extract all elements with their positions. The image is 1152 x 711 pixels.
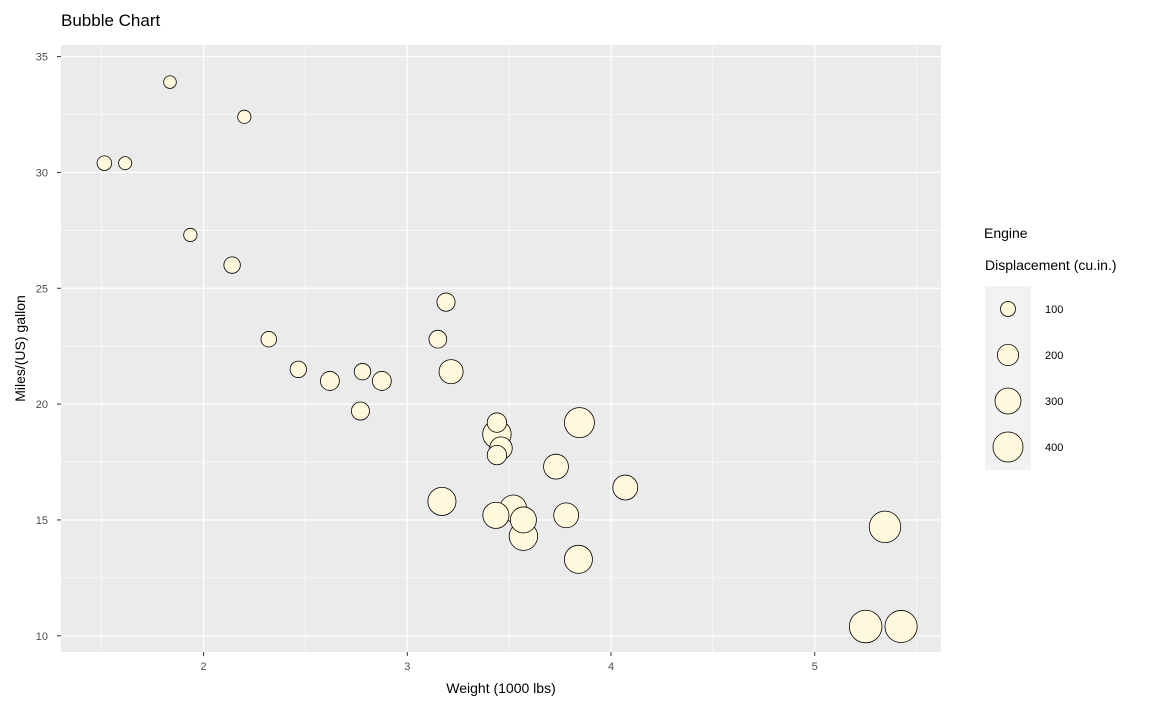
x-tick-label: 2 bbox=[201, 661, 207, 673]
bubble-point bbox=[351, 401, 370, 421]
chart-title: Bubble Chart bbox=[61, 11, 161, 30]
legend-key-label: 200 bbox=[1045, 350, 1063, 362]
x-tick-label: 5 bbox=[812, 661, 818, 673]
x-tick-label: 3 bbox=[404, 661, 410, 673]
bubble-point bbox=[237, 109, 252, 124]
size-legend: Engine Displacement (cu.in.) 100 200 300 40… bbox=[984, 225, 1117, 470]
bubble-point bbox=[320, 371, 340, 391]
bubble-point bbox=[427, 486, 457, 516]
bubble-point bbox=[848, 609, 883, 644]
y-axis: 10 15 20 25 30 35 bbox=[36, 52, 61, 643]
x-tick-label: 4 bbox=[608, 661, 614, 673]
bubble-point bbox=[482, 501, 510, 529]
bubble-point bbox=[543, 453, 569, 480]
y-tick-label: 20 bbox=[36, 399, 48, 411]
bubble-point bbox=[428, 329, 448, 349]
bubble-point bbox=[223, 256, 241, 274]
plot-panel bbox=[61, 45, 941, 652]
bubble-point bbox=[563, 544, 593, 574]
bubble-point bbox=[486, 412, 508, 433]
legend-key-bubble bbox=[996, 343, 1020, 367]
y-axis-title: Miles/(US) gallon bbox=[12, 295, 28, 402]
legend-title-line1: Engine bbox=[984, 225, 1028, 241]
minor-gridlines bbox=[61, 45, 941, 652]
x-axis-title: Weight (1000 lbs) bbox=[446, 680, 555, 696]
legend-key-bubble bbox=[994, 387, 1022, 415]
y-tick-label: 35 bbox=[36, 52, 48, 64]
bubble-point bbox=[371, 371, 392, 391]
bubble-point bbox=[509, 506, 537, 534]
legend-key-label: 400 bbox=[1045, 442, 1063, 454]
bubble-point bbox=[96, 155, 113, 171]
x-axis: 2 3 4 5 bbox=[201, 652, 818, 673]
bubble-point bbox=[353, 363, 372, 381]
y-tick-label: 30 bbox=[36, 167, 48, 179]
bubble-point bbox=[183, 227, 198, 243]
bubble-point bbox=[163, 75, 177, 89]
bubble-point bbox=[553, 502, 580, 529]
bubble-point bbox=[868, 510, 902, 544]
legend-key-bubble bbox=[1000, 301, 1016, 317]
legend-key-label: 100 bbox=[1045, 304, 1063, 316]
bubble-point bbox=[564, 407, 595, 439]
bubble-point bbox=[486, 444, 508, 466]
bubble-layer bbox=[96, 75, 918, 644]
major-gridlines bbox=[61, 45, 941, 652]
legend-key-label: 300 bbox=[1045, 396, 1063, 408]
bubble-point bbox=[438, 359, 464, 385]
y-tick-label: 25 bbox=[36, 283, 48, 295]
y-tick-label: 10 bbox=[36, 631, 48, 643]
bubble-point bbox=[884, 610, 918, 644]
legend-title-line2: Displacement (cu.in.) bbox=[985, 257, 1117, 273]
bubble-point bbox=[289, 360, 307, 378]
bubble-point bbox=[436, 292, 456, 312]
legend-key-bubble bbox=[992, 431, 1024, 463]
bubble-point bbox=[612, 474, 639, 501]
bubble-point bbox=[118, 156, 133, 171]
y-tick-label: 15 bbox=[36, 515, 48, 527]
legend-keys: 100 200 300 400 bbox=[992, 301, 1063, 463]
bubble-point bbox=[260, 331, 277, 348]
